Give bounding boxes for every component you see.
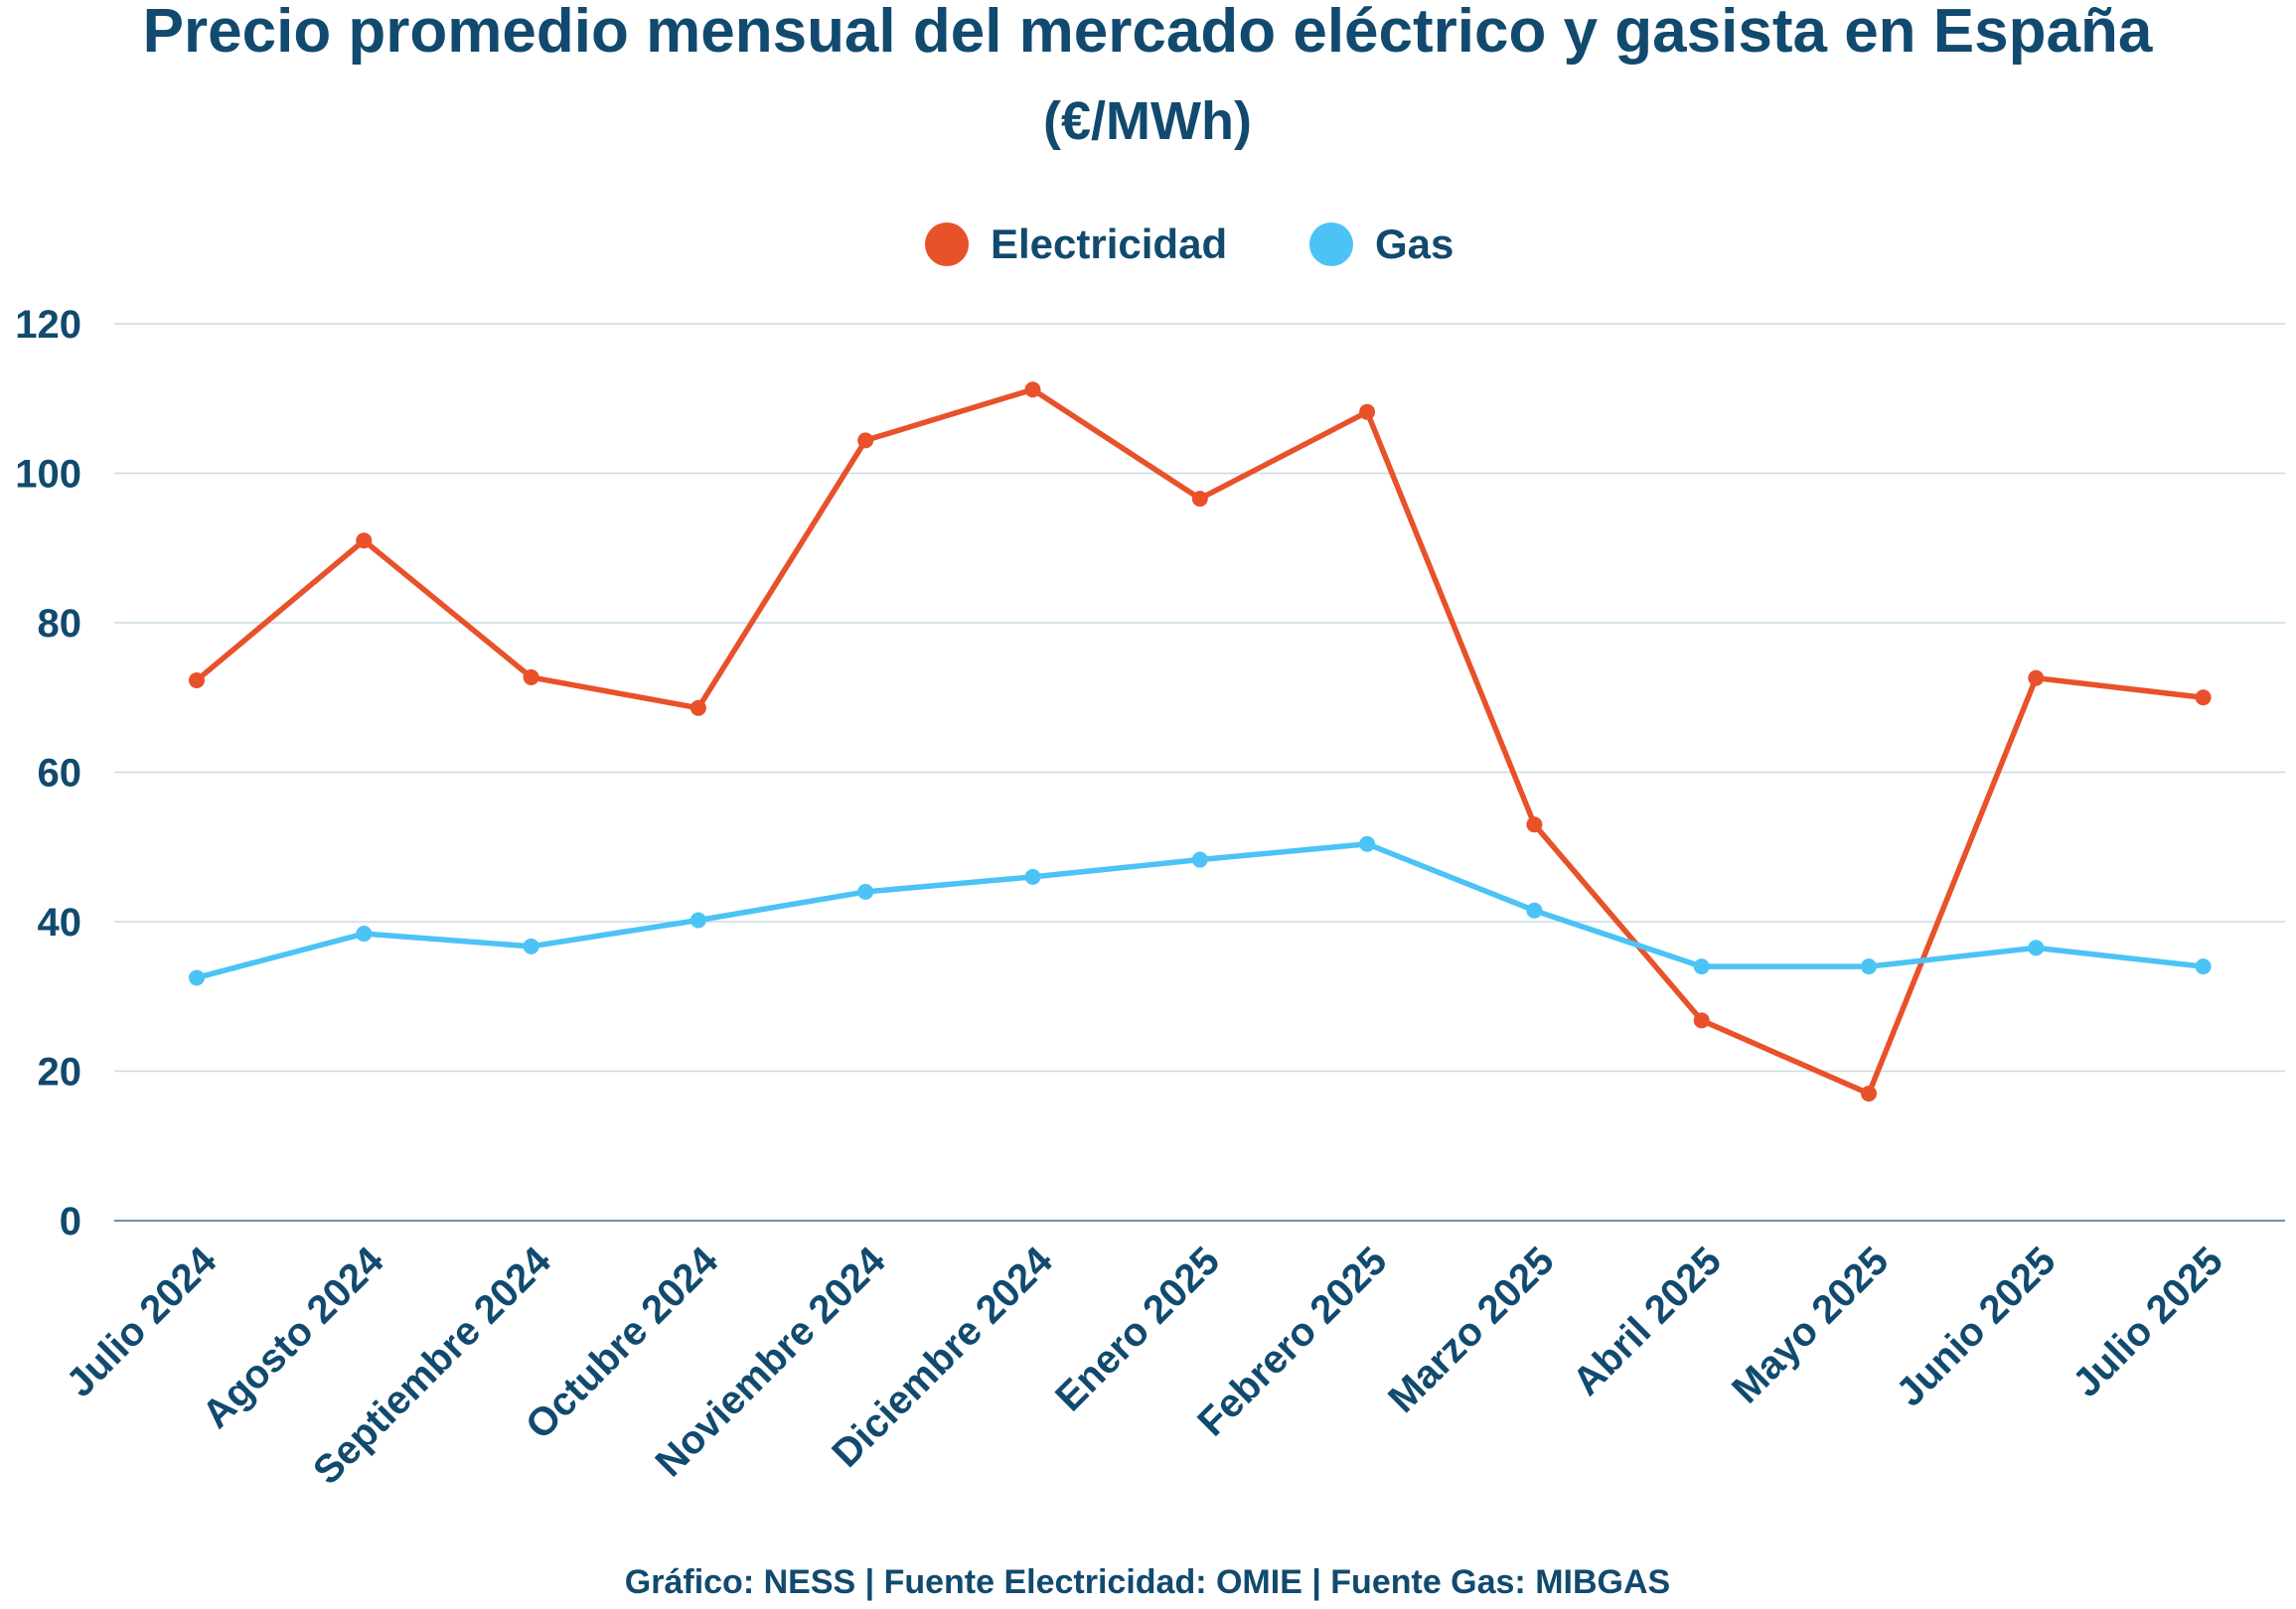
- data-point-electricidad: [356, 532, 373, 549]
- y-tick-label: 80: [38, 602, 82, 646]
- data-point-electricidad: [1024, 381, 1041, 398]
- data-point-gas: [2028, 940, 2045, 956]
- y-tick-label: 100: [15, 453, 81, 497]
- data-point-gas: [189, 969, 205, 986]
- y-tick-label: 20: [38, 1051, 82, 1095]
- plot-area: [189, 381, 2212, 1102]
- x-tick-label: Abril 2025: [1565, 1239, 1730, 1403]
- x-tick-label: Julio 2025: [2065, 1239, 2231, 1405]
- x-tick-label: Enero 2025: [1047, 1239, 1228, 1419]
- chart-title: Precio promedio mensual del mercado eléc…: [143, 0, 2153, 66]
- data-point-gas: [356, 926, 373, 943]
- data-point-gas: [1359, 835, 1376, 852]
- data-point-electricidad: [857, 432, 874, 449]
- chart-footer: Gráfico: NESS | Fuente Electricidad: OMI…: [625, 1563, 1670, 1601]
- data-point-electricidad: [1861, 1086, 1877, 1102]
- data-point-gas: [689, 912, 706, 929]
- y-tick-label: 120: [15, 303, 81, 347]
- legend-label-0: Electricidad: [991, 220, 1227, 267]
- data-point-electricidad: [1526, 816, 1543, 833]
- data-point-electricidad: [1693, 1012, 1710, 1029]
- data-point-gas: [2195, 958, 2212, 975]
- data-point-electricidad: [1191, 491, 1208, 508]
- data-point-electricidad: [523, 668, 539, 685]
- x-tick-label: Mayo 2025: [1724, 1239, 1897, 1411]
- data-point-gas: [1861, 958, 1877, 975]
- legend: Electricidad Gas: [925, 220, 1454, 267]
- data-point-electricidad: [689, 699, 706, 716]
- y-tick-label: 40: [38, 901, 82, 945]
- data-point-electricidad: [189, 671, 205, 688]
- data-point-gas: [1191, 851, 1208, 868]
- chart-subtitle: (€/MWh): [1043, 91, 1252, 151]
- data-point-gas: [857, 883, 874, 900]
- data-point-electricidad: [2028, 669, 2045, 686]
- y-axis: 0 20 40 60 80 100 120: [15, 303, 81, 1243]
- data-point-gas: [1693, 958, 1710, 975]
- x-tick-label: Marzo 2025: [1380, 1239, 1563, 1421]
- data-point-electricidad: [2195, 689, 2212, 706]
- y-tick-label: 0: [60, 1200, 81, 1243]
- x-tick-label: Junio 2025: [1888, 1239, 2064, 1414]
- grid-lines: [114, 323, 2285, 1073]
- x-tick-label: Julio 2024: [58, 1239, 225, 1405]
- data-point-gas: [523, 938, 539, 954]
- y-tick-label: 60: [38, 752, 82, 796]
- data-point-gas: [1024, 868, 1041, 885]
- legend-marker-1: [1309, 222, 1353, 266]
- data-point-electricidad: [1359, 403, 1376, 420]
- data-point-gas: [1526, 902, 1543, 919]
- legend-marker-0: [925, 222, 969, 266]
- legend-label-1: Gas: [1375, 220, 1454, 267]
